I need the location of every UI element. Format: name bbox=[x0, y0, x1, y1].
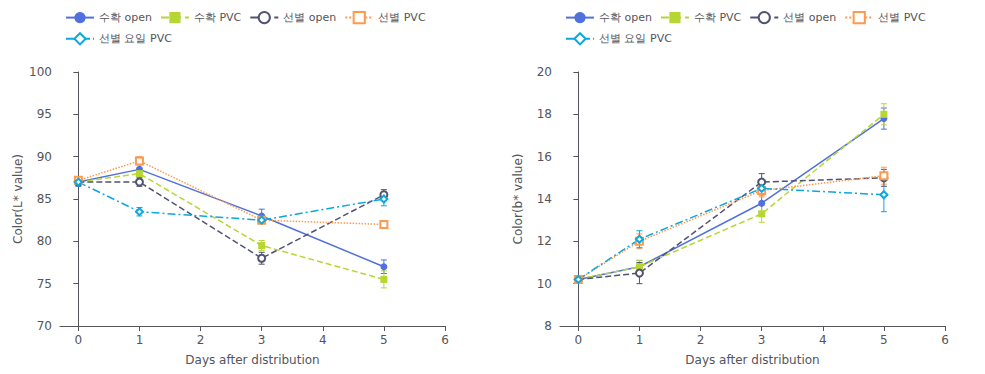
svg-text:100: 100 bbox=[29, 65, 52, 79]
svg-text:선별 open: 선별 open bbox=[283, 11, 336, 24]
svg-text:Color(b* value): Color(b* value) bbox=[511, 154, 525, 245]
svg-text:2: 2 bbox=[197, 333, 205, 347]
svg-text:70: 70 bbox=[37, 319, 52, 333]
svg-text:선별 PVC: 선별 PVC bbox=[378, 11, 426, 24]
svg-text:1: 1 bbox=[636, 333, 644, 347]
svg-text:85: 85 bbox=[37, 192, 52, 206]
svg-text:16: 16 bbox=[537, 150, 552, 164]
svg-text:Color(L* value): Color(L* value) bbox=[11, 154, 25, 244]
svg-text:75: 75 bbox=[37, 277, 52, 291]
svg-text:18: 18 bbox=[537, 107, 552, 121]
svg-text:선별 요일 PVC: 선별 요일 PVC bbox=[99, 32, 172, 45]
svg-text:3: 3 bbox=[758, 333, 766, 347]
svg-text:선별 PVC: 선별 PVC bbox=[878, 11, 926, 24]
svg-text:Days after distribution: Days after distribution bbox=[685, 353, 819, 367]
svg-text:수확 open: 수확 open bbox=[99, 11, 152, 24]
svg-text:10: 10 bbox=[537, 277, 552, 291]
svg-text:14: 14 bbox=[537, 192, 552, 206]
svg-text:4: 4 bbox=[819, 333, 827, 347]
svg-text:0: 0 bbox=[575, 333, 583, 347]
svg-text:2: 2 bbox=[697, 333, 705, 347]
svg-text:5: 5 bbox=[880, 333, 888, 347]
svg-text:수확 PVC: 수확 PVC bbox=[694, 11, 742, 24]
svg-text:12: 12 bbox=[537, 234, 552, 248]
svg-text:0: 0 bbox=[75, 333, 83, 347]
svg-text:수확 open: 수확 open bbox=[599, 11, 652, 24]
svg-text:6: 6 bbox=[941, 333, 949, 347]
svg-text:5: 5 bbox=[380, 333, 388, 347]
svg-text:수확 PVC: 수확 PVC bbox=[194, 11, 242, 24]
svg-text:4: 4 bbox=[319, 333, 327, 347]
svg-text:8: 8 bbox=[544, 319, 552, 333]
svg-text:3: 3 bbox=[258, 333, 266, 347]
svg-text:선별 open: 선별 open bbox=[783, 11, 836, 24]
svg-text:선별 요일 PVC: 선별 요일 PVC bbox=[599, 32, 672, 45]
svg-text:80: 80 bbox=[37, 234, 52, 248]
svg-text:1: 1 bbox=[136, 333, 144, 347]
svg-text:20: 20 bbox=[537, 65, 552, 79]
svg-text:90: 90 bbox=[37, 150, 52, 164]
svg-text:6: 6 bbox=[441, 333, 449, 347]
svg-text:Days after distribution: Days after distribution bbox=[185, 353, 319, 367]
svg-text:95: 95 bbox=[37, 107, 52, 121]
